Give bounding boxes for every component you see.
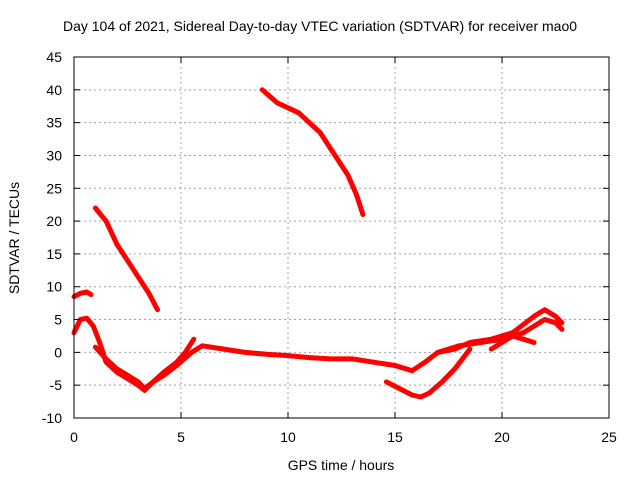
x-tick-label: 25 [601,429,617,445]
y-tick-label: 10 [46,279,62,295]
chart-title: Day 104 of 2021, Sidereal Day-to-day VTE… [62,18,578,34]
series-line-track-e [92,336,197,391]
x-tick-label: 15 [387,429,403,445]
series-line-track-f [383,346,473,400]
y-tick-label: 25 [46,180,62,196]
y-tick-label: 20 [46,213,62,229]
grid [74,57,609,418]
series-line-track-c [259,87,366,217]
y-tick-label: -10 [42,410,62,426]
series-line-track-a [71,289,94,300]
series-line-track-b [92,205,160,313]
series-line-track-d [71,307,565,393]
x-tick-label: 10 [280,429,296,445]
y-axis-label: SDTVAR / TECUs [6,182,22,294]
series-layer [71,87,565,400]
plot-frame [73,56,610,419]
tick-layer: 0 5 10 15 20 25 -10 -5 0 5 10 15 20 25 30 35 40 45 [42,49,617,445]
x-tick-label: 5 [177,429,185,445]
y-tick-label: -5 [50,377,63,393]
y-tick-label: 35 [46,115,62,131]
y-tick-label: 40 [46,82,62,98]
y-tick-label: 15 [46,246,62,262]
y-tick-label: 0 [54,344,62,360]
series-line-track-h [488,333,537,352]
x-axis-label: GPS time / hours [288,457,395,473]
x-tick-label: 0 [70,429,78,445]
series-line-track-g [435,317,565,355]
x-tick-label: 20 [494,429,510,445]
y-tick-label: 5 [54,312,62,328]
y-tick-label: 30 [46,147,62,163]
y-tick-label: 45 [46,49,62,65]
